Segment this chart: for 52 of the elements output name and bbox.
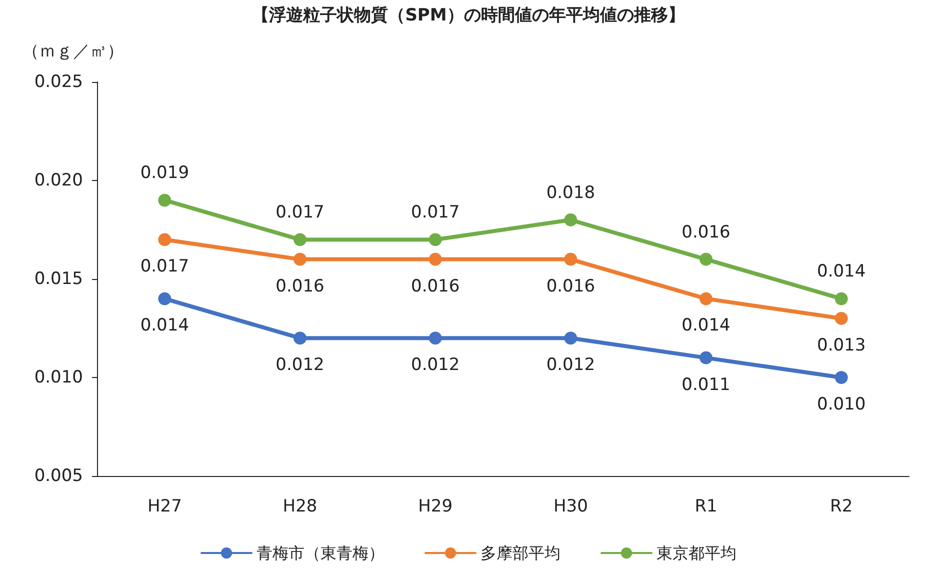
point bbox=[564, 252, 578, 266]
data-label: 0.019 bbox=[140, 163, 190, 184]
point bbox=[564, 213, 578, 226]
point bbox=[158, 194, 172, 207]
point bbox=[294, 332, 306, 345]
point bbox=[700, 292, 712, 306]
y-tick-label: 0.025 bbox=[34, 72, 83, 92]
point bbox=[428, 332, 442, 345]
point bbox=[700, 351, 712, 364]
point bbox=[564, 332, 578, 345]
x-tick-label: H28 bbox=[282, 496, 318, 516]
legend-label: 青梅市（東青梅） bbox=[256, 544, 384, 562]
x-tick-label: H30 bbox=[553, 496, 588, 516]
data-label: 0.017 bbox=[410, 202, 460, 223]
y-tick-label: 0.015 bbox=[34, 269, 83, 289]
data-label: 0.014 bbox=[682, 316, 730, 336]
legend-label: 東京都平均 bbox=[656, 544, 736, 562]
data-label: 0.016 bbox=[276, 276, 324, 296]
data-label: 0.016 bbox=[410, 276, 460, 296]
data-label: 0.016 bbox=[682, 222, 730, 242]
point bbox=[428, 233, 442, 246]
data-label: 0.011 bbox=[682, 374, 730, 395]
data-label: 0.018 bbox=[546, 182, 596, 203]
data-label: 0.012 bbox=[546, 355, 596, 376]
data-label: 0.012 bbox=[276, 355, 324, 376]
y-axis-title: （ｍｇ／㎥） bbox=[22, 42, 124, 62]
chart-title: 【浮遊粒子状物質（SPM）の時間値の年平均値の推移】 bbox=[252, 6, 685, 26]
point bbox=[158, 233, 172, 246]
data-label: 0.017 bbox=[140, 256, 190, 277]
x-tick-label: H29 bbox=[418, 496, 453, 516]
data-label: 0.012 bbox=[410, 355, 460, 376]
y-tick-label: 0.010 bbox=[34, 368, 83, 388]
data-label: 0.014 bbox=[816, 262, 866, 282]
x-tick-label: R2 bbox=[830, 496, 853, 516]
data-label: 0.016 bbox=[546, 276, 596, 296]
point bbox=[834, 292, 848, 306]
point bbox=[294, 252, 306, 266]
data-label: 0.017 bbox=[276, 202, 324, 223]
point bbox=[834, 371, 848, 384]
data-label: 0.014 bbox=[140, 316, 190, 336]
x-tick-label: R1 bbox=[694, 496, 718, 516]
x-tick-label: H27 bbox=[147, 496, 182, 516]
data-label: 0.010 bbox=[816, 394, 866, 414]
point bbox=[834, 312, 848, 325]
point bbox=[158, 292, 172, 306]
y-tick-label: 0.020 bbox=[34, 170, 83, 190]
legend-label: 多摩部平均 bbox=[480, 544, 560, 562]
y-tick-label: 0.005 bbox=[34, 466, 83, 486]
data-label: 0.013 bbox=[816, 335, 866, 356]
point bbox=[294, 233, 306, 246]
point bbox=[700, 252, 712, 266]
point bbox=[428, 252, 442, 266]
